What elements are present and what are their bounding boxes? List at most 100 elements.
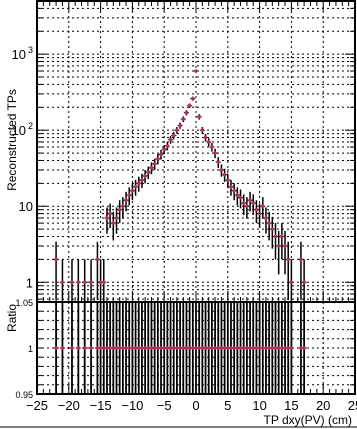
bottom-panel: 0.95 1 1.05 −25 −20 −15 −10 −5 0 5 10 15 20 25 Ratio…	[5, 298, 357, 427]
top-data-point	[248, 198, 252, 203]
top-data-point	[191, 96, 195, 101]
bottom-data-point	[222, 346, 227, 350]
top-data-point	[216, 160, 221, 164]
top-data-point	[181, 117, 186, 121]
top-data-point	[149, 166, 154, 170]
top-data-point	[267, 221, 271, 225]
bottom-x-tick-label: 5	[224, 398, 231, 413]
top-data-point	[162, 147, 166, 152]
top-data-point	[229, 185, 233, 189]
top-data-point	[222, 172, 227, 177]
top-data-point	[206, 140, 211, 144]
top-data-point	[213, 151, 217, 155]
top-data-point	[238, 195, 243, 200]
top-data-point	[254, 207, 259, 212]
bottom-x-tick-label: 20	[316, 398, 330, 413]
bottom-data-point	[267, 346, 271, 350]
bottom-data-point	[213, 346, 217, 350]
top-data-point	[251, 201, 256, 205]
bottom-x-tick-label: −20	[58, 398, 80, 413]
top-y-tick-label: 1	[26, 275, 33, 290]
top-error-bars	[53, 69, 307, 302]
bottom-data-point	[76, 346, 81, 350]
bottom-data-point	[283, 346, 287, 350]
top-data-point	[299, 257, 303, 262]
bottom-data-point	[114, 346, 119, 350]
bottom-x-tick-label: 15	[284, 398, 298, 413]
top-data-point	[105, 216, 109, 220]
top-data-point	[54, 257, 58, 262]
bottom-data-point	[187, 346, 192, 350]
bottom-x-tick-label: 25	[348, 398, 357, 413]
bottom-x-tick-label: 0	[192, 398, 199, 413]
top-data-point	[127, 193, 132, 197]
top-data-point	[302, 280, 306, 285]
bottom-data-point	[124, 346, 128, 350]
top-data-point	[156, 157, 160, 161]
top-data-point	[203, 135, 208, 140]
bottom-data-point	[248, 346, 252, 350]
top-data-point	[136, 181, 141, 186]
top-data-point	[286, 257, 291, 262]
top-data-point	[270, 227, 275, 231]
bottom-data-point	[89, 346, 93, 350]
bottom-x-tick-label: −5	[157, 398, 172, 413]
top-grid	[37, 0, 355, 302]
bottom-data-point	[286, 346, 291, 350]
bottom-data-point	[146, 346, 151, 350]
bottom-data-point	[229, 346, 233, 350]
top-data-point	[178, 123, 182, 128]
top-y-tick-label: 10	[12, 123, 26, 138]
bottom-data-point	[226, 346, 230, 350]
top-data-point	[143, 174, 147, 178]
top-data-point	[197, 114, 201, 119]
top-data-point	[82, 280, 87, 285]
bottom-data-point	[171, 346, 176, 350]
bottom-data-point	[203, 346, 208, 350]
top-data-point	[235, 193, 240, 197]
bottom-data-point	[273, 346, 278, 350]
top-data-point	[283, 244, 287, 248]
top-data-point	[226, 178, 230, 182]
bottom-data-point	[245, 346, 249, 350]
bottom-data-point	[191, 346, 195, 350]
bottom-x-tick-label: 10	[252, 398, 266, 413]
bottom-x-tick-labels: −25 −20 −15 −10 −5 0 5 10 15 20 25	[26, 398, 357, 413]
top-data-point	[257, 211, 262, 216]
top-data-point	[187, 103, 192, 108]
top-y-tick-exponent: 2	[28, 121, 33, 131]
bottom-data-point	[101, 346, 106, 350]
top-data-point	[241, 201, 246, 205]
bottom-data-point	[280, 346, 284, 350]
top-data-point	[210, 145, 214, 149]
top-data-point	[159, 152, 163, 157]
bottom-y-axis-title: Ratio	[5, 304, 19, 332]
bottom-data-point	[238, 346, 243, 350]
top-data-point	[70, 280, 74, 285]
bottom-data-point	[111, 346, 116, 350]
top-data-point	[114, 216, 119, 220]
top-data-point	[89, 280, 93, 285]
bottom-data-point	[270, 346, 275, 350]
bottom-data-point	[168, 346, 173, 350]
bottom-data-point	[121, 346, 125, 350]
top-data-point	[184, 110, 189, 115]
bottom-data-point	[143, 346, 147, 350]
top-data-point	[194, 69, 198, 73]
bottom-x-tick-label: −25	[26, 398, 48, 413]
top-data-point	[276, 244, 281, 248]
bottom-x-tick-label: −10	[121, 398, 143, 413]
bottom-data-point	[140, 346, 144, 350]
bottom-x-axis-title: TP dxy(PV) (cm)	[264, 413, 352, 427]
top-data-point	[289, 280, 294, 285]
bottom-y-tick-label: 0.95	[15, 390, 33, 400]
top-data-point	[133, 185, 138, 189]
bottom-data-point	[175, 346, 179, 350]
top-data-point	[245, 204, 249, 209]
bottom-y-tick-label: 1	[28, 344, 33, 354]
bottom-data-point	[152, 346, 157, 350]
bottom-data-point	[156, 346, 160, 350]
